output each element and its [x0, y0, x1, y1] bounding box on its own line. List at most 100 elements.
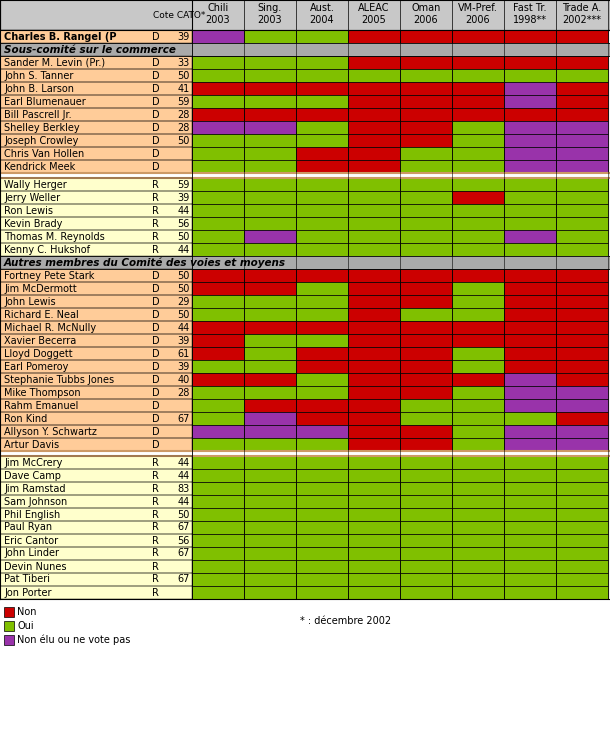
Text: Trade A.: Trade A. [562, 3, 601, 13]
Text: 59: 59 [178, 179, 190, 190]
Bar [192, 387, 244, 398]
Bar [296, 147, 348, 159]
Bar [556, 96, 608, 108]
Text: Sing.: Sing. [258, 3, 282, 13]
Bar [348, 373, 400, 386]
Bar [348, 348, 400, 359]
Bar [0, 121, 192, 134]
Text: 28: 28 [178, 123, 190, 132]
Bar [244, 509, 296, 520]
Text: Kevin Brady: Kevin Brady [4, 218, 62, 229]
Text: 67: 67 [178, 548, 190, 559]
Bar [452, 573, 504, 586]
Bar [452, 191, 504, 204]
Text: R: R [152, 523, 159, 532]
Text: Michael R. McNully: Michael R. McNully [4, 323, 96, 332]
Bar [192, 160, 244, 173]
Bar [556, 560, 608, 573]
Bar [192, 426, 244, 438]
Bar [296, 69, 348, 82]
Text: D: D [152, 284, 160, 293]
Bar [348, 160, 400, 173]
Bar [244, 334, 296, 347]
Bar [244, 412, 296, 425]
Text: Sam Johnson: Sam Johnson [4, 497, 67, 506]
Bar [192, 534, 244, 547]
Bar [244, 147, 296, 159]
Bar [504, 30, 556, 43]
Bar [556, 282, 608, 295]
Bar [452, 456, 504, 469]
Bar [452, 587, 504, 599]
Bar [296, 282, 348, 295]
Bar [504, 534, 556, 547]
Bar [348, 147, 400, 159]
Bar [400, 509, 451, 520]
Bar [400, 269, 451, 282]
Text: 50: 50 [178, 71, 190, 81]
Bar [244, 135, 296, 147]
Bar [452, 69, 504, 82]
Bar [452, 399, 504, 412]
Bar [452, 373, 504, 386]
Bar [0, 269, 192, 282]
Text: Fortney Pete Stark: Fortney Pete Stark [4, 270, 95, 281]
Bar [296, 30, 348, 43]
Bar [556, 482, 608, 495]
Bar [504, 426, 556, 438]
Text: 56: 56 [178, 536, 190, 545]
Bar [348, 69, 400, 82]
Text: D: D [152, 123, 160, 132]
Bar [244, 548, 296, 559]
Bar [452, 412, 504, 425]
Text: John Lewis: John Lewis [4, 296, 56, 306]
Bar [504, 360, 556, 373]
Bar [4, 607, 14, 617]
Text: 44: 44 [178, 245, 190, 254]
Bar [192, 108, 244, 121]
Bar [504, 587, 556, 599]
Bar [400, 456, 451, 469]
Bar [244, 495, 296, 508]
Bar [504, 548, 556, 559]
Bar [244, 456, 296, 469]
Bar [400, 96, 451, 108]
Text: 44: 44 [178, 206, 190, 215]
Text: 83: 83 [178, 484, 190, 493]
Bar [0, 30, 192, 43]
Bar [192, 121, 244, 134]
Bar [192, 308, 244, 320]
Bar [296, 348, 348, 359]
Bar [452, 30, 504, 43]
Bar [244, 295, 296, 308]
Text: Kendrick Meek: Kendrick Meek [4, 162, 75, 171]
Bar [244, 426, 296, 438]
Text: Richard E. Neal: Richard E. Neal [4, 309, 79, 320]
Bar [0, 334, 192, 347]
Bar [504, 399, 556, 412]
Bar [504, 334, 556, 347]
Bar [296, 334, 348, 347]
Bar [348, 509, 400, 520]
Bar [556, 204, 608, 217]
Bar [0, 521, 192, 534]
Bar [244, 57, 296, 68]
Bar [556, 295, 608, 308]
Bar [244, 121, 296, 134]
Text: D: D [152, 414, 160, 423]
Bar [556, 308, 608, 320]
Bar [504, 470, 556, 481]
Bar [452, 495, 504, 508]
Bar [192, 348, 244, 359]
Bar [192, 135, 244, 147]
Text: R: R [152, 548, 159, 559]
Bar [556, 82, 608, 95]
Bar [244, 573, 296, 586]
Bar [244, 108, 296, 121]
Bar [348, 82, 400, 95]
Text: D: D [152, 323, 160, 332]
Bar [296, 108, 348, 121]
Bar [556, 426, 608, 438]
Text: 56: 56 [178, 218, 190, 229]
Text: Pat Tiberi: Pat Tiberi [4, 575, 50, 584]
